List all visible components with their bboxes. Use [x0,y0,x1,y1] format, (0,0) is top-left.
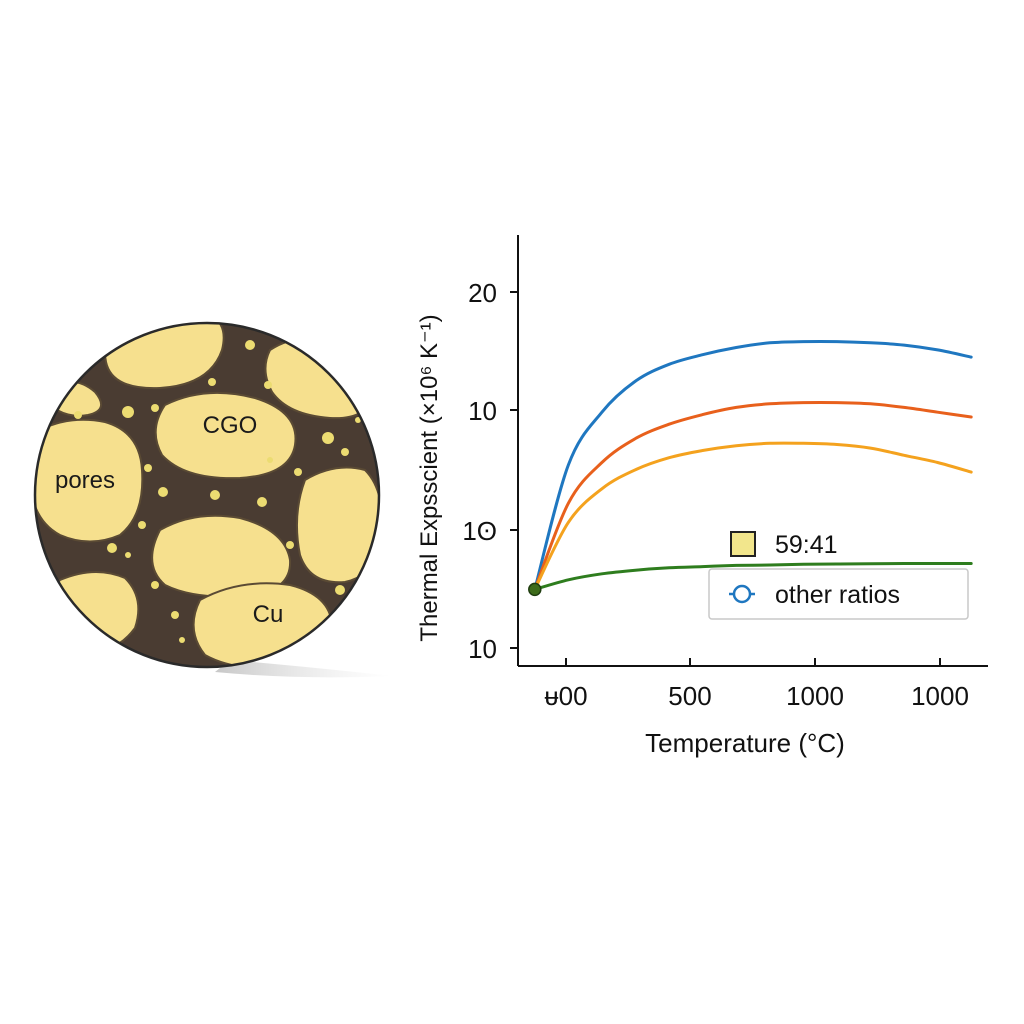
series-line-orange [533,441,973,591]
pore [107,543,117,553]
x-tick-label: 500 [668,681,711,711]
chart: 20 10 1ʘ 10 ᵾ00 500 1000 1000 Temperatur… [416,235,988,758]
series-line-blue [533,339,973,591]
x-tick-label: 1000 [786,681,844,711]
x-axis-ticks: ᵾ00 500 1000 1000 [544,658,969,711]
y-axis-ticks: 20 10 1ʘ 10 [462,278,518,664]
label-cgo: CGO [203,412,258,439]
y-tick-label: 20 [468,278,497,308]
x-tick-label: ᵾ00 [544,681,587,711]
series-layer [528,339,973,597]
x-axis-label: Temperature (°C) [645,728,845,758]
pore [322,432,334,444]
pore [122,406,134,418]
pore [179,637,185,643]
series-start-marker [528,582,542,597]
pore [125,552,131,558]
label-cu: Cu [253,601,284,628]
pore [335,585,345,595]
pore [210,490,220,500]
legend-box [708,568,969,620]
y-tick-label: 1ʘ [462,516,497,546]
series-line-green [533,562,973,591]
legend-label-59-41: 59:41 [775,531,838,559]
cgo-grain [50,570,140,652]
pores-group [74,340,361,643]
y-tick-label: 10 [468,396,497,426]
series-line-red [533,400,973,591]
cgo-grain [296,466,379,584]
pore [138,521,146,529]
y-tick-label: 10 [468,634,497,664]
pore [151,581,159,589]
circle-outline [33,321,381,669]
pore [264,381,272,389]
pore [208,378,216,386]
microstructure-diagram: CGO pores Cu [33,321,392,678]
pore [158,487,168,497]
circle-shadow [215,660,392,678]
pore [171,611,179,619]
label-pores: pores [55,467,115,494]
legend-marker-circle [732,584,752,604]
legend-marker-square [730,531,756,557]
pore [267,457,273,463]
cgo-grain [35,418,144,543]
pore [341,448,349,456]
pore [355,417,361,423]
grains-group [35,323,379,667]
legend-label-other-ratios: other ratios [775,581,900,609]
pore [257,497,267,507]
pore [245,340,255,350]
pore [74,411,82,419]
legend: 59:41 other ratios [708,531,969,620]
pore [144,464,152,472]
x-tick-label: 1000 [911,681,969,711]
pore [286,541,294,549]
pore [294,468,302,476]
cgo-grain [154,391,297,480]
pore [151,404,159,412]
y-axis-label: Thermal Expsscient (×10⁶ K⁻¹) [416,314,443,641]
